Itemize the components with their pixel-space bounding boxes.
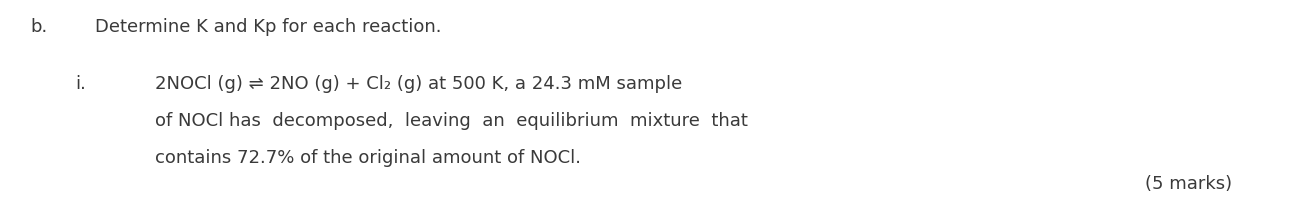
Text: i.: i. bbox=[75, 75, 86, 92]
Text: of NOCl has  decomposed,  leaving  an  equilibrium  mixture  that: of NOCl has decomposed, leaving an equil… bbox=[155, 111, 748, 129]
Text: b.: b. bbox=[30, 18, 47, 36]
Text: contains 72.7% of the original amount of NOCl.: contains 72.7% of the original amount of… bbox=[155, 148, 582, 166]
Text: 2NOCl (g) ⇌ 2NO (g) + Cl₂ (g) at 500 K, a 24.3 mM sample: 2NOCl (g) ⇌ 2NO (g) + Cl₂ (g) at 500 K, … bbox=[155, 75, 683, 92]
Text: (5 marks): (5 marks) bbox=[1145, 174, 1233, 192]
Text: Determine K and Kp for each reaction.: Determine K and Kp for each reaction. bbox=[96, 18, 441, 36]
